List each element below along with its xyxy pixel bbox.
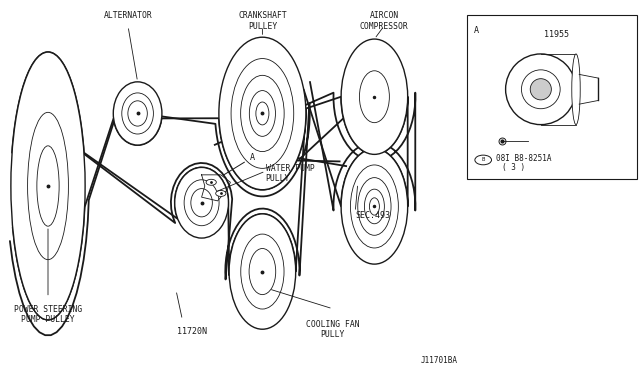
Text: 11955: 11955 bbox=[544, 30, 569, 39]
Circle shape bbox=[216, 190, 226, 196]
Ellipse shape bbox=[341, 149, 408, 264]
Text: 08I B8-8251A: 08I B8-8251A bbox=[496, 154, 552, 163]
Ellipse shape bbox=[219, 37, 306, 190]
Ellipse shape bbox=[229, 214, 296, 329]
Text: COOLING FAN
PULLY: COOLING FAN PULLY bbox=[306, 320, 360, 339]
Text: ( 3 ): ( 3 ) bbox=[502, 163, 525, 172]
Text: WATER PUMP
PULLY: WATER PUMP PULLY bbox=[266, 164, 314, 183]
Ellipse shape bbox=[530, 78, 551, 100]
Text: ALTERNATOR: ALTERNATOR bbox=[104, 11, 152, 20]
Text: A: A bbox=[474, 26, 479, 35]
FancyBboxPatch shape bbox=[467, 15, 637, 179]
Text: 11720N: 11720N bbox=[177, 327, 207, 336]
Ellipse shape bbox=[113, 82, 162, 145]
Ellipse shape bbox=[11, 52, 85, 320]
Text: POWER STEERING
PUMP PULLEY: POWER STEERING PUMP PULLEY bbox=[14, 305, 82, 324]
Ellipse shape bbox=[572, 54, 580, 125]
Text: CRANKSHAFT
PULLEY: CRANKSHAFT PULLEY bbox=[238, 11, 287, 31]
Text: A: A bbox=[223, 153, 255, 175]
Text: SEC.493: SEC.493 bbox=[355, 211, 390, 220]
Text: AIRCON
COMPRESSOR: AIRCON COMPRESSOR bbox=[360, 11, 408, 31]
Text: J11701BA: J11701BA bbox=[420, 356, 458, 365]
Ellipse shape bbox=[506, 54, 576, 125]
Ellipse shape bbox=[175, 167, 228, 238]
Ellipse shape bbox=[341, 39, 408, 154]
Circle shape bbox=[206, 179, 216, 185]
Text: B: B bbox=[481, 157, 485, 162]
